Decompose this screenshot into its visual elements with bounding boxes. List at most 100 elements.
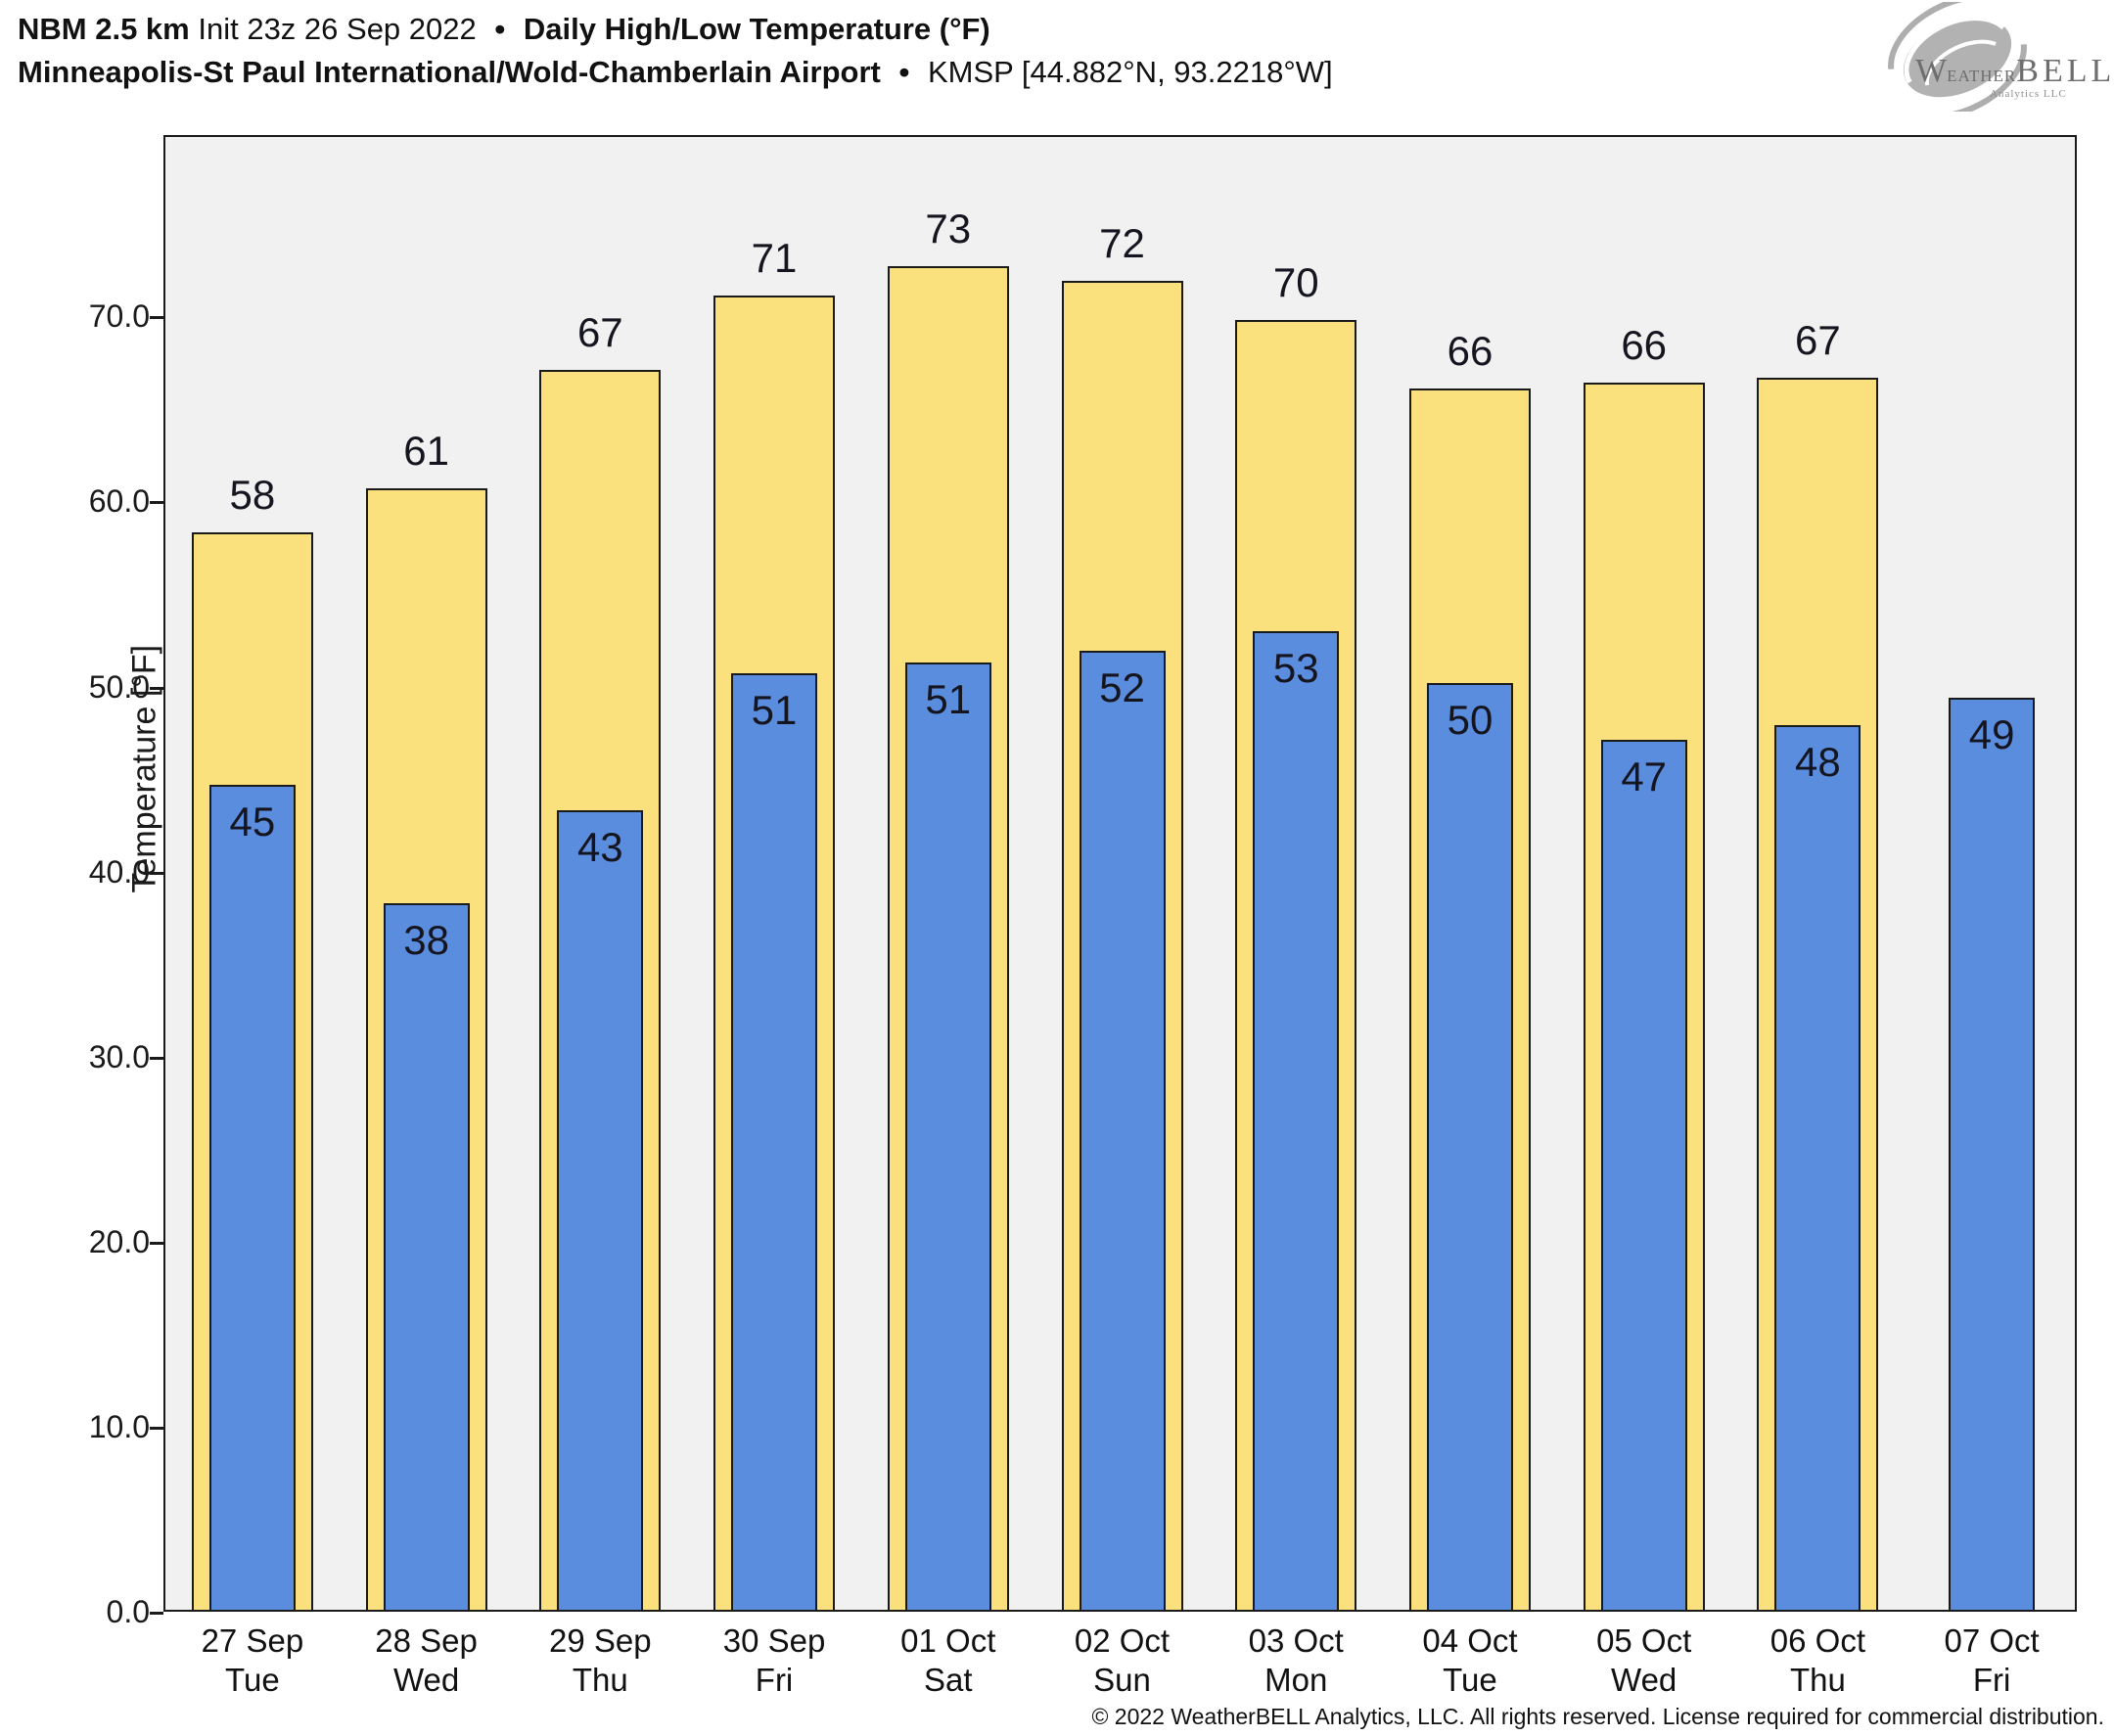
low-temp-bar [1600, 740, 1687, 1610]
title-line-2: Minneapolis-St Paul International/Wold-C… [18, 51, 1333, 94]
x-tick-label: 07 Oct Fri [1904, 1622, 2080, 1701]
x-tick-date: 07 Oct [1944, 1622, 2040, 1659]
low-temp-label: 48 [1795, 739, 1841, 786]
low-temp-bar [1774, 725, 1861, 1610]
logo-bell: BELL [2016, 53, 2114, 89]
product-name: Daily High/Low Temperature (°F) [523, 12, 990, 46]
high-temp-label: 66 [1447, 327, 1494, 374]
bullet-separator: • [494, 12, 506, 46]
low-temp-label: 47 [1621, 754, 1668, 800]
x-tick-label: 30 Sep Fri [686, 1622, 862, 1701]
y-tick-mark [150, 1241, 163, 1245]
high-temp-label: 71 [751, 235, 798, 282]
logo-weather: eather [1947, 62, 2017, 87]
x-tick-label: 06 Oct Thu [1729, 1622, 1906, 1701]
logo-initial: W [1915, 53, 1948, 89]
init-time: Init 23z 26 Sep 2022 [198, 12, 477, 46]
low-temp-bar [1253, 630, 1340, 1610]
y-tick-label: 30.0 [88, 1038, 150, 1074]
title-line-1: NBM 2.5 km Init 23z 26 Sep 2022 • Daily … [18, 8, 1333, 51]
x-tick-weekday: Mon [1264, 1662, 1328, 1699]
station-name: Minneapolis-St Paul International/Wold-C… [18, 55, 881, 90]
y-tick-label: 70.0 [88, 298, 150, 335]
x-tick-date: 30 Sep [722, 1622, 826, 1659]
x-tick-weekday: Wed [1611, 1662, 1677, 1699]
logo-subtext: Analytics LLC [1990, 88, 2067, 100]
low-temp-bar [1426, 682, 1513, 1610]
low-temp-label: 52 [1099, 664, 1145, 711]
low-temp-label: 49 [1968, 710, 2015, 757]
x-tick-date: 02 Oct [1074, 1622, 1171, 1659]
chart-header: NBM 2.5 km Init 23z 26 Sep 2022 • Daily … [18, 8, 1333, 94]
high-temp-label: 67 [1795, 316, 1841, 363]
y-tick-mark [150, 686, 163, 690]
x-tick-weekday: Tue [225, 1662, 280, 1699]
x-tick-date: 28 Sep [375, 1622, 478, 1659]
x-tick-weekday: Sat [923, 1662, 973, 1699]
y-tick-label: 10.0 [88, 1408, 150, 1444]
y-tick-mark [150, 316, 163, 320]
low-temp-bar [208, 784, 296, 1610]
x-tick-date: 06 Oct [1769, 1622, 1866, 1659]
low-temp-label: 38 [403, 916, 449, 963]
x-tick-date: 01 Oct [900, 1622, 996, 1659]
y-tick-mark [150, 1426, 163, 1430]
y-tick-mark [150, 1056, 163, 1060]
low-temp-label: 51 [751, 687, 798, 734]
low-temp-label: 50 [1447, 696, 1494, 743]
low-temp-bar [557, 810, 644, 1610]
x-tick-label: 29 Sep Thu [512, 1622, 688, 1701]
x-tick-weekday: Fri [755, 1662, 794, 1699]
hurricane-swirl-icon [1888, 2, 2027, 112]
x-tick-label: 28 Sep Wed [339, 1622, 515, 1701]
y-tick-mark [150, 501, 163, 505]
high-temp-label: 72 [1099, 220, 1145, 267]
x-tick-weekday: Thu [572, 1662, 628, 1699]
x-tick-label: 27 Sep Tue [164, 1622, 341, 1701]
x-tick-label: 02 Oct Sun [1034, 1622, 1211, 1701]
plot-area: Temperature [°F] 0.0 10.0 20.0 30.0 40.0 50.0… [89, 135, 2077, 1698]
low-temp-label: 51 [925, 675, 972, 722]
x-tick-date: 05 Oct [1596, 1622, 1692, 1659]
x-tick-label: 04 Oct Tue [1382, 1622, 1558, 1701]
x-tick-label: 05 Oct Wed [1556, 1622, 1732, 1701]
model-name: NBM 2.5 km [18, 12, 190, 46]
low-temp-bar [383, 902, 470, 1610]
bullet-separator: • [898, 55, 910, 90]
y-tick-mark [150, 871, 163, 875]
x-tick-weekday: Fri [1972, 1662, 2011, 1699]
y-tick-label: 0.0 [106, 1594, 150, 1629]
x-tick-weekday: Thu [1789, 1662, 1846, 1699]
y-tick-label: 40.0 [88, 853, 150, 890]
high-temp-label: 61 [403, 428, 449, 475]
high-temp-label: 58 [229, 472, 276, 519]
x-tick-weekday: Wed [392, 1662, 460, 1699]
x-tick-date: 27 Sep [201, 1622, 304, 1659]
high-temp-label: 66 [1621, 322, 1668, 369]
high-temp-label: 73 [925, 206, 972, 252]
x-tick-label: 01 Oct Sat [860, 1622, 1036, 1701]
weatherbell-logo: WeatherBELL Analytics LLC [1874, 2, 2111, 112]
logo-wordmark: WeatherBELL [1915, 53, 2114, 90]
low-temp-bar [1079, 651, 1166, 1610]
high-temp-label: 67 [576, 309, 623, 356]
x-tick-label: 03 Oct Mon [1208, 1622, 1384, 1701]
low-temp-bar [731, 673, 818, 1610]
low-temp-bar [1949, 697, 2036, 1610]
x-tick-date: 29 Sep [549, 1622, 652, 1659]
x-tick-date: 03 Oct [1248, 1622, 1344, 1659]
y-tick-label: 50.0 [88, 668, 150, 705]
x-tick-weekday: Sun [1093, 1662, 1151, 1699]
y-tick-label: 60.0 [88, 483, 150, 520]
low-temp-bar [904, 662, 991, 1610]
low-temp-label: 45 [229, 798, 276, 845]
low-temp-label: 43 [576, 824, 623, 871]
station-id: KMSP [44.882°N, 93.2218°W] [927, 55, 1333, 90]
copyright-notice: © 2022 WeatherBELL Analytics, LLC. All r… [1091, 1704, 2104, 1729]
low-temp-label: 53 [1272, 644, 1319, 691]
y-tick-label: 20.0 [88, 1223, 150, 1259]
y-tick-mark [150, 1612, 163, 1615]
x-tick-weekday: Tue [1443, 1662, 1497, 1699]
x-tick-date: 04 Oct [1422, 1622, 1518, 1659]
